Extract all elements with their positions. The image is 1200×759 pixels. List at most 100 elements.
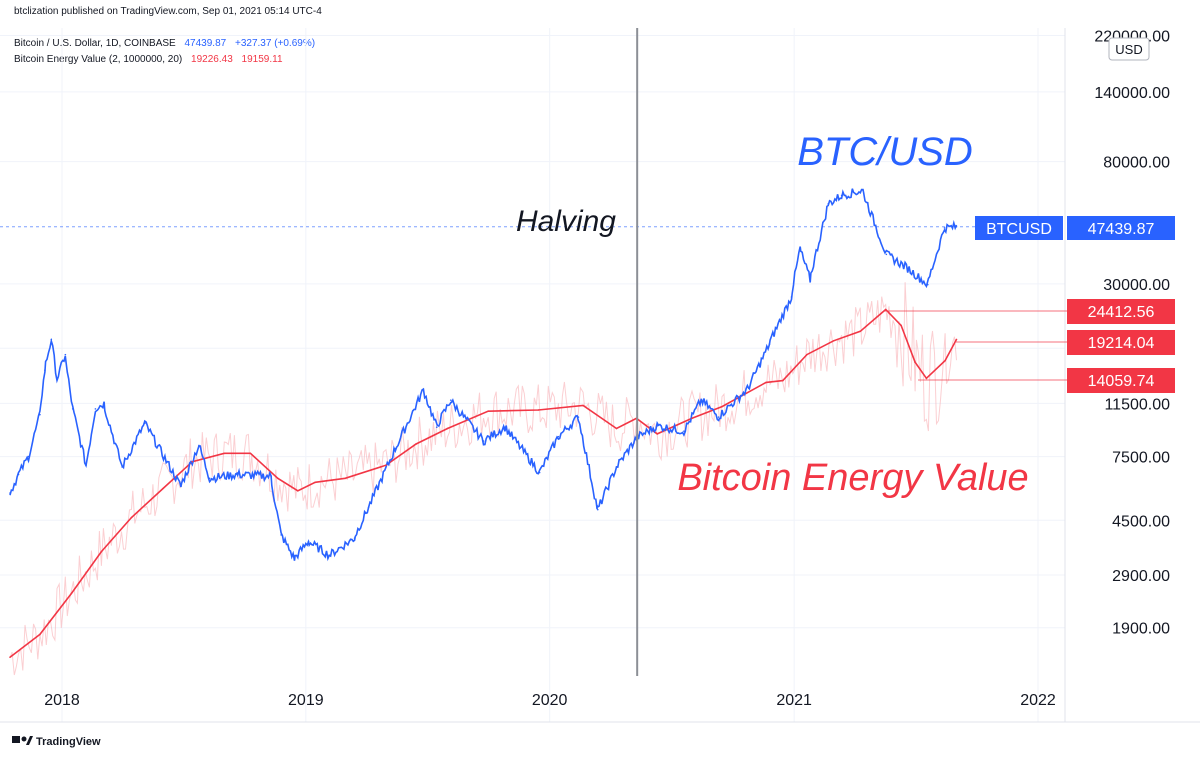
btc-point [768, 343, 771, 345]
tradingview-icon [12, 736, 33, 745]
btc-point [17, 473, 20, 476]
x-tick-label: 2018 [44, 692, 80, 709]
btc-point [180, 485, 182, 488]
btc-point [747, 387, 750, 389]
energy-value-badge [1067, 330, 1175, 355]
btc-point [367, 506, 370, 508]
legend-bev-value1: 19226.43 [191, 54, 233, 65]
legend-bev-value2: 19159.11 [241, 54, 283, 65]
energy-value-point [765, 381, 767, 384]
btc-point [615, 466, 618, 468]
btc-point [504, 426, 506, 428]
legend-bev[interactable]: Bitcoin Energy Value (2, 1000000, 20) 19… [14, 54, 283, 65]
energy-value-point [100, 550, 103, 553]
btc-point [144, 422, 146, 425]
btc-point [596, 506, 598, 508]
btc-point [121, 466, 123, 468]
btc-point [85, 464, 87, 466]
btc-point [809, 278, 811, 281]
publisher-text: btclization published on TradingView.com… [14, 6, 322, 17]
energy-value-point [385, 464, 387, 466]
x-tick-label: 2020 [532, 692, 568, 709]
x-tick-label: 2019 [288, 692, 324, 709]
x-axis[interactable]: 2018 2019 2020 2021 2022 [44, 692, 1056, 709]
btc-point [236, 473, 238, 476]
energy-value-point [39, 633, 41, 636]
btc-point [885, 253, 888, 256]
energy-value-point [615, 427, 618, 430]
energy-value-point [130, 516, 133, 519]
btc-point [64, 353, 67, 356]
btc-point [790, 296, 793, 298]
btc-point [39, 413, 41, 416]
energy-value-point [314, 481, 316, 484]
btc-point [577, 416, 580, 418]
energy-value-point [487, 410, 490, 412]
btc-point [307, 540, 310, 543]
grid [0, 28, 1065, 722]
btc-point [394, 447, 397, 450]
y-axis[interactable]: 220000.00140000.0080000.0030000.0017900.… [1094, 29, 1170, 638]
energy-value-point [832, 339, 835, 342]
btc-point [27, 455, 30, 458]
btcusd-value-badge [1067, 216, 1175, 240]
currency-badge-text: USD [1115, 42, 1142, 57]
energy-value-point [859, 330, 862, 333]
energy-value-point [249, 452, 252, 455]
btc-point [422, 389, 425, 391]
btc-point [270, 475, 272, 478]
energy-value-point [223, 452, 226, 455]
btc-point [596, 508, 599, 511]
energy-value-point [276, 477, 279, 480]
btc-point [926, 283, 929, 286]
btc-point [103, 402, 105, 405]
btc-point [71, 408, 74, 410]
energy-value-point [191, 460, 194, 463]
energy-value-annotation: Bitcoin Energy Value [677, 457, 1028, 499]
btc-point [9, 492, 11, 494]
currency-badge[interactable]: USD [1108, 37, 1150, 61]
legend-btc[interactable]: Bitcoin / U.S. Dollar, 1D, COINBASE 4743… [14, 38, 315, 49]
energy-value-point [782, 379, 784, 382]
energy-value-point [691, 417, 693, 420]
btc-point [717, 416, 720, 418]
y-tick-label: 30000.00 [1103, 277, 1170, 294]
energy-value-point [537, 409, 540, 411]
energy-value-point [344, 477, 347, 480]
energy-value-point [806, 353, 808, 356]
btc-point [656, 425, 659, 427]
annotations: BTC/USD Halving Bitcoin Energy Value [516, 28, 1029, 676]
energy-value-point [721, 405, 723, 408]
energy-value-label: 14059.74 [1088, 373, 1155, 390]
energy-value-badge [1067, 368, 1175, 393]
btc-point [293, 558, 296, 560]
x-tick-label: 2022 [1020, 692, 1056, 709]
tradingview-logo[interactable]: TradingView [12, 736, 101, 748]
y-tick-label: 7500.00 [1112, 450, 1170, 467]
publisher-line: btclization published on TradingView.com… [14, 6, 322, 17]
price-labels: BTCUSD 47439.87 24412.56 19214.04 14059.74 [884, 216, 1175, 393]
halving-annotation: Halving [516, 205, 616, 238]
energy-value-point [297, 489, 299, 492]
legend-btc-name: Bitcoin / U.S. Dollar, 1D, COINBASE [14, 38, 176, 49]
y-tick-label: 80000.00 [1103, 155, 1170, 172]
btcusd-value-label: 47439.87 [1088, 221, 1155, 238]
btc-point [482, 440, 485, 442]
btc-point [943, 227, 946, 229]
btc-point [449, 399, 452, 401]
btc-point [683, 430, 685, 432]
btcusd-name-label: BTCUSD [986, 221, 1052, 238]
energy-value-point [955, 338, 958, 341]
energy-value-point [446, 427, 449, 430]
btc-point [44, 369, 46, 372]
btc-point [208, 477, 211, 480]
energy-value-point [914, 361, 916, 363]
btc-point [353, 537, 356, 539]
btc-point [827, 203, 830, 205]
btc-point [840, 194, 843, 197]
energy-value-raw-line [9, 282, 957, 676]
btc-point [700, 399, 703, 401]
btc-point [435, 426, 438, 428]
x-tick-label: 2021 [776, 692, 812, 709]
